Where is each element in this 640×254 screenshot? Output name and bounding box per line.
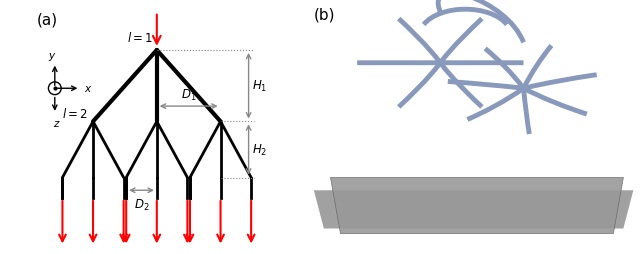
- Text: $H_1$: $H_1$: [252, 79, 268, 94]
- Text: $l=1$: $l=1$: [127, 30, 153, 44]
- Polygon shape: [330, 178, 623, 234]
- Text: x: x: [84, 84, 90, 94]
- Text: $D_2$: $D_2$: [134, 197, 149, 212]
- Text: $l=2$: $l=2$: [62, 107, 88, 121]
- Text: (a): (a): [37, 13, 58, 28]
- Text: $D_1$: $D_1$: [181, 88, 196, 103]
- Text: y: y: [48, 51, 54, 61]
- Text: $H_2$: $H_2$: [252, 142, 268, 157]
- Text: z: z: [53, 118, 59, 128]
- Text: (b): (b): [314, 8, 335, 23]
- Polygon shape: [314, 190, 634, 229]
